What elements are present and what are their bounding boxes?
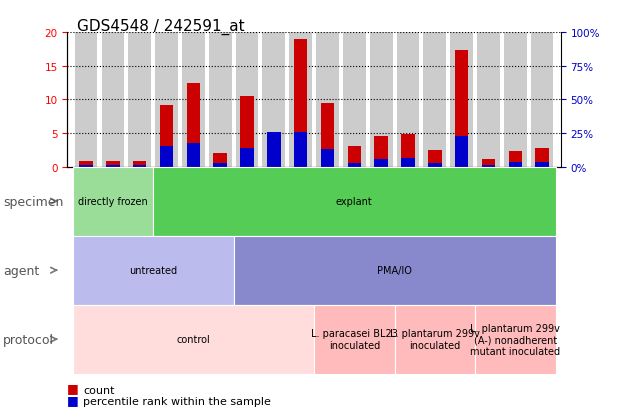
Text: specimen: specimen bbox=[3, 195, 63, 208]
Bar bbox=[294, 133, 308, 167]
Bar bbox=[397, 33, 419, 167]
Text: protocol: protocol bbox=[3, 333, 54, 346]
Bar bbox=[347, 164, 361, 167]
Bar bbox=[236, 33, 258, 167]
Bar bbox=[370, 33, 392, 167]
Bar bbox=[535, 163, 549, 167]
Bar bbox=[535, 148, 549, 167]
Bar bbox=[482, 159, 495, 167]
Text: control: control bbox=[176, 335, 210, 344]
Bar bbox=[320, 104, 334, 167]
Text: L. paracasei BL23
inoculated: L. paracasei BL23 inoculated bbox=[311, 329, 398, 350]
Bar bbox=[187, 144, 200, 167]
Bar bbox=[294, 40, 308, 167]
Bar bbox=[267, 134, 281, 167]
Bar bbox=[455, 137, 469, 167]
Text: count: count bbox=[83, 385, 115, 395]
Bar bbox=[160, 106, 173, 167]
Bar bbox=[155, 33, 178, 167]
Bar bbox=[401, 134, 415, 167]
Text: agent: agent bbox=[3, 264, 40, 277]
Bar bbox=[477, 33, 500, 167]
Bar bbox=[531, 33, 553, 167]
Bar bbox=[343, 33, 366, 167]
Bar bbox=[455, 51, 469, 167]
Text: ■: ■ bbox=[67, 382, 79, 394]
Bar bbox=[262, 33, 285, 167]
Bar bbox=[374, 137, 388, 167]
Bar bbox=[374, 159, 388, 167]
Bar bbox=[347, 147, 361, 167]
Bar bbox=[75, 33, 97, 167]
Bar bbox=[240, 148, 254, 167]
Text: L. plantarum 299v
inoculated: L. plantarum 299v inoculated bbox=[390, 329, 479, 350]
Bar bbox=[213, 164, 227, 167]
Bar bbox=[428, 164, 442, 167]
Bar bbox=[160, 147, 173, 167]
Bar bbox=[482, 165, 495, 167]
Bar bbox=[79, 162, 93, 167]
Text: directly frozen: directly frozen bbox=[78, 197, 148, 206]
Bar bbox=[450, 33, 473, 167]
Bar bbox=[508, 163, 522, 167]
Text: PMA/IO: PMA/IO bbox=[377, 266, 412, 275]
Bar bbox=[316, 33, 339, 167]
Text: L. plantarum 299v
(A-) nonadherent
mutant inoculated: L. plantarum 299v (A-) nonadherent mutan… bbox=[470, 323, 560, 356]
Bar bbox=[182, 33, 204, 167]
Bar bbox=[508, 151, 522, 167]
Bar bbox=[240, 97, 254, 167]
Bar bbox=[289, 33, 312, 167]
Bar bbox=[504, 33, 527, 167]
Text: GDS4548 / 242591_at: GDS4548 / 242591_at bbox=[77, 19, 245, 35]
Text: explant: explant bbox=[336, 197, 372, 206]
Bar bbox=[106, 165, 120, 167]
Bar bbox=[401, 159, 415, 167]
Bar bbox=[320, 149, 334, 167]
Bar bbox=[128, 33, 151, 167]
Text: untreated: untreated bbox=[129, 266, 177, 275]
Bar bbox=[133, 161, 146, 167]
Bar bbox=[209, 33, 231, 167]
Bar bbox=[101, 33, 124, 167]
Bar bbox=[424, 33, 446, 167]
Bar bbox=[79, 165, 93, 167]
Bar bbox=[133, 165, 146, 167]
Bar bbox=[187, 84, 200, 167]
Text: ■: ■ bbox=[67, 393, 79, 406]
Bar bbox=[213, 154, 227, 167]
Text: percentile rank within the sample: percentile rank within the sample bbox=[83, 396, 271, 406]
Bar bbox=[106, 161, 120, 167]
Bar bbox=[428, 150, 442, 167]
Bar bbox=[267, 133, 281, 167]
